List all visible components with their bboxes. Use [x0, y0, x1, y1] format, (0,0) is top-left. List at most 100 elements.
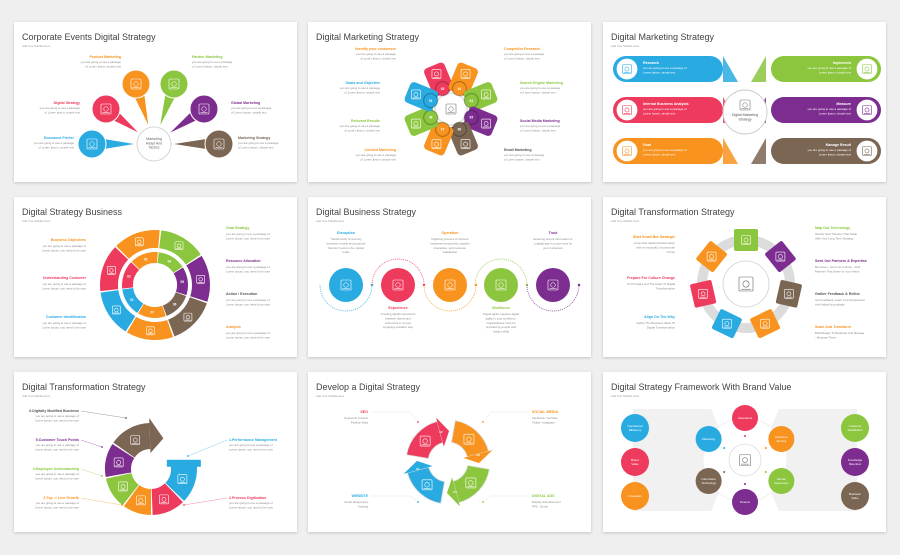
icon-detail: [132, 437, 138, 443]
item-description: you are going to use a passage: [520, 124, 561, 128]
segment-number: 01: [130, 298, 134, 302]
slide-digital-transformation-strategy-ring[interactable]: Digital Transformation Strategy Add Your …: [603, 197, 886, 357]
icon-detail: [138, 498, 144, 503]
item-description: you are going to use a passage of: [807, 107, 851, 111]
slide-title: Corporate Events Digital Strategy: [22, 32, 156, 42]
stage-icon: [392, 279, 404, 291]
item-description: that don't exist in the market: [328, 246, 364, 250]
strategy-circle: [204, 129, 234, 159]
item-label: Operation: [442, 231, 459, 235]
arrow-segment: [406, 420, 444, 459]
item-label: Content Marketing: [364, 148, 396, 152]
icon-detail: [624, 66, 630, 72]
item-description: you are going to use a passage of: [42, 321, 86, 325]
transformation-icon: [784, 288, 794, 299]
arrow-head: [436, 417, 450, 447]
icon-outline: [622, 105, 632, 115]
item-description: with an impactful, focused use: [636, 245, 675, 249]
value-circle: [621, 482, 649, 510]
arrow-head: [446, 477, 460, 507]
icon-outline: [134, 237, 144, 247]
slide-digital-strategy-framework[interactable]: Digital Strategy Framework With Brand Va…: [603, 372, 886, 532]
item-description: today's skills: [493, 330, 510, 334]
item-label: Digital Strategy: [54, 101, 80, 105]
slide-digital-strategy-business[interactable]: Digital Strategy Business Add Your Subtit…: [14, 197, 297, 357]
icon-detail: [424, 482, 430, 488]
tile: [711, 309, 742, 339]
item-description: Lorem Ipsum, you need to be sure: [226, 335, 270, 339]
segment-number: 03: [477, 453, 481, 457]
slide-title: Digital Transformation Strategy: [611, 207, 735, 217]
icon-detail: [180, 476, 185, 482]
value-label: Service: [777, 439, 787, 443]
item-label: Social Media Marketing: [520, 119, 560, 123]
item-description: of Lorem Ipsum, simple text: [520, 90, 556, 94]
icon-detail: [498, 282, 504, 288]
slide-subtitle: Add Your Subtitle Here: [22, 394, 51, 398]
item-description: you are going to use a passage of: [229, 501, 273, 505]
segment-number: 04: [168, 260, 172, 264]
gear-head-icon: [739, 99, 751, 111]
item-description: Transformaty & recovery: [330, 237, 362, 241]
icon-outline: [136, 495, 146, 506]
marketing-icon: [481, 89, 491, 100]
stage-circle: [433, 268, 467, 302]
slide-digital-marketing-strategy-bars[interactable]: Digital Marketing Strategy Add Your Subti…: [603, 22, 886, 182]
icon-outline: [622, 146, 632, 156]
petal-number: 04: [470, 99, 474, 103]
item-description: Smart Responsive: [344, 500, 368, 504]
strategy-icon: [862, 64, 872, 74]
slide-canvas: Digital Business Strategy Add Your Subtit…: [316, 207, 581, 334]
item-label: Scale And Transform: [815, 325, 851, 329]
leader-line: [183, 497, 228, 506]
icon-detail: [463, 141, 468, 147]
leader-dot: [417, 421, 419, 423]
item-description: you are going to use a passage of: [35, 501, 79, 505]
petal-number: 05: [470, 116, 474, 120]
item-description: of Lorem Ipsum, simple text: [44, 110, 80, 114]
item-description: you are going to use a passage of: [42, 282, 86, 286]
icon-detail: [864, 66, 870, 72]
icon-outline: [862, 105, 872, 115]
item-description: Jump start digital transformation: [634, 241, 676, 245]
icon-detail: [434, 141, 439, 147]
marketing-icon: [481, 118, 491, 129]
marketing-icon: [431, 69, 442, 79]
item-description: you are going to use a passage: [238, 141, 279, 145]
item-description: With Your Long Term Strategy: [815, 236, 854, 240]
segment-icon: [146, 326, 155, 336]
petal: [404, 82, 439, 112]
slide-corporate-events-digital-strategy[interactable]: Corporate Events Digital Strategy Add You…: [14, 22, 297, 182]
network-icon: [445, 103, 457, 115]
icon-outline: [722, 318, 732, 329]
item-description: PPC , Email: [532, 504, 548, 508]
value-circle: [621, 448, 649, 476]
segment-icon: [463, 433, 475, 445]
inner-segment: [162, 292, 187, 316]
connector-dot: [723, 447, 726, 449]
item-description: Lorem Ipsum, you need to be sure: [229, 447, 273, 451]
tile-shape: [750, 309, 781, 339]
item-description: you are going to use a passage: [231, 106, 272, 110]
item-description: of Lorem Ipsum, simple text: [344, 90, 380, 94]
icon-detail: [343, 282, 349, 288]
item-description: Lorem Ipsum, you need to be sure: [226, 236, 270, 240]
bar: [613, 138, 723, 164]
tile-shape: [775, 280, 802, 308]
slide-digital-marketing-strategy-petals[interactable]: Digital Marketing Strategy 02 Identify you…: [308, 22, 591, 182]
item-label: Align On The Why: [644, 315, 675, 319]
item-description: Lorem Ipsum, simple text: [819, 111, 851, 115]
icon-outline: [100, 103, 112, 115]
outer-segment: [126, 316, 174, 340]
slide-digital-transformation-strategy-arrow[interactable]: Digital Transformation Strategy Add Your …: [14, 372, 297, 532]
item-description: you are going to use a passage: [340, 86, 381, 90]
slide-develop-a-digital-strategy[interactable]: Develop a Digital Strategy Add Your Subti…: [308, 372, 591, 532]
item-label: Competitor Research: [504, 47, 540, 51]
slide-digital-business-strategy[interactable]: Digital Business Strategy Add Your Subtit…: [308, 197, 591, 357]
item-description: you are going to use a passage: [504, 153, 545, 157]
item-description: business models and products: [326, 241, 366, 245]
icon-detail: [171, 81, 177, 87]
item-description: you are going to use a passage: [34, 141, 75, 145]
icon-detail: [624, 148, 630, 154]
strategy-icon: [622, 146, 632, 156]
